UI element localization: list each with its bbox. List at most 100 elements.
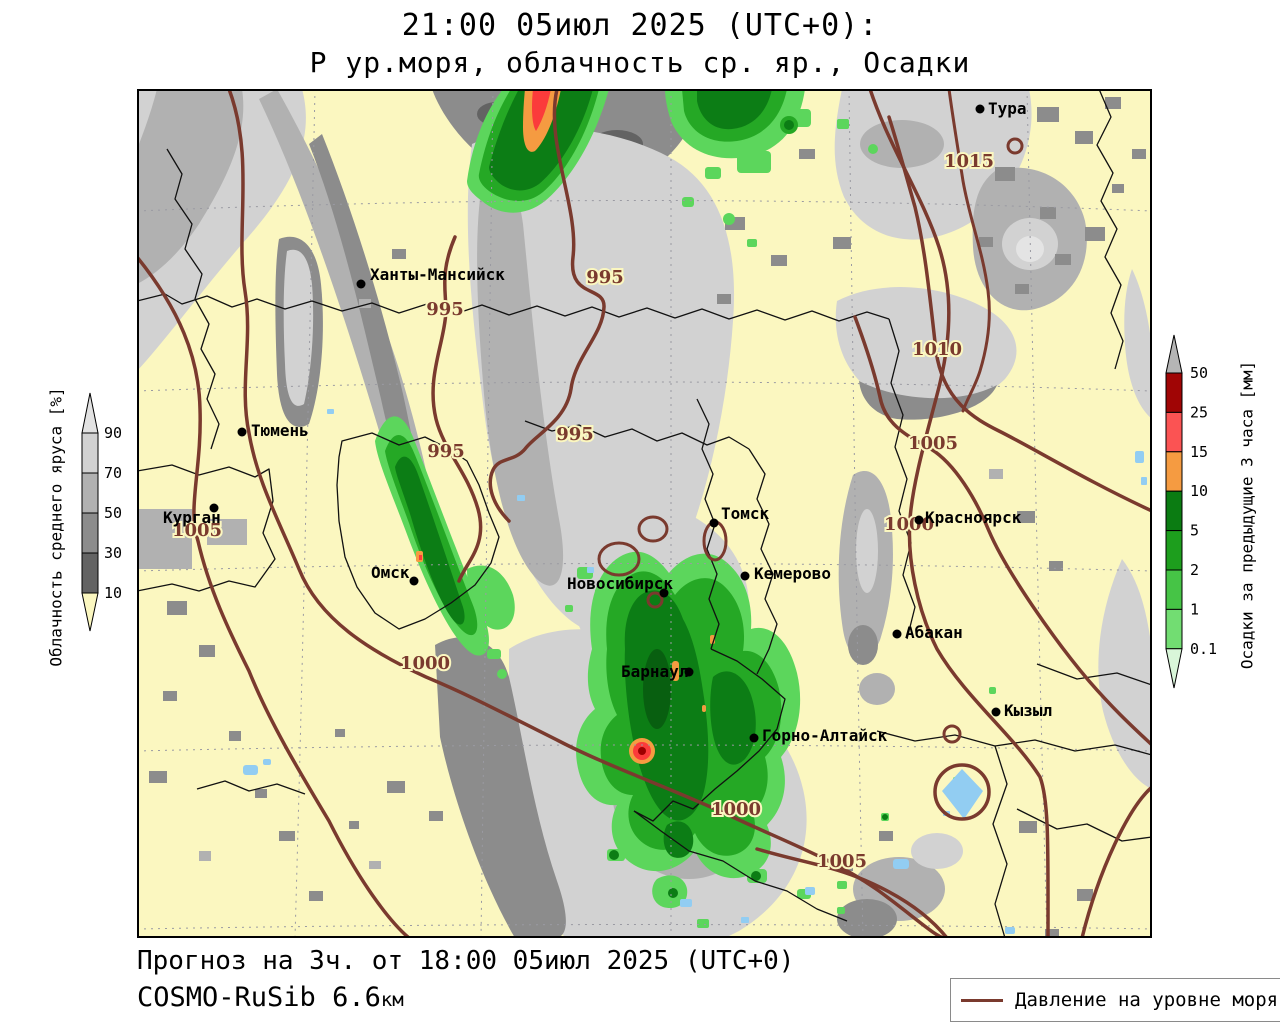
model-unit: км xyxy=(380,989,404,1011)
model-info-line: COSMO-RuSib 6.6км xyxy=(137,982,404,1013)
pressure-value-label: 995 xyxy=(586,267,624,288)
pressure-value-label: 1000 xyxy=(711,799,761,820)
colorbar-tick: 10 xyxy=(1190,482,1208,500)
city-dot xyxy=(659,588,669,598)
pressure-value-label: 1010 xyxy=(912,339,962,360)
colorbar-tick: 25 xyxy=(1190,403,1208,421)
city-dot xyxy=(991,707,1001,717)
forecast-map: 995 995 995 995 1005 1000 1000 1005 1000 1005 1010… xyxy=(137,89,1152,938)
map-title-datetime: 21:00 05июл 2025 (UTC+0): xyxy=(401,8,879,43)
city-label: Кызыл xyxy=(1004,701,1052,720)
city-label: Курган xyxy=(163,508,221,527)
colorbar-tick: 0.1 xyxy=(1190,640,1217,658)
city-label: Новосибирск xyxy=(567,574,673,593)
city-label: Ханты-Мансийск xyxy=(370,265,505,284)
pressure-value-label: 1005 xyxy=(172,520,222,541)
cloudiness-colorbar-label: Облачность среднего яруса [%] xyxy=(46,387,66,667)
city-dot xyxy=(409,576,419,586)
colorbar-segment xyxy=(1165,490,1183,532)
city-marker: Омск xyxy=(371,563,419,586)
precip-colorbar-label: Осадки за предыдущие 3 часа [мм] xyxy=(1237,360,1257,670)
colorbar-segment xyxy=(1165,530,1183,571)
colorbar-tick: 15 xyxy=(1190,443,1208,461)
colorbar-segment xyxy=(81,432,99,474)
city-dot xyxy=(356,279,366,289)
pressure-value-label: 995 xyxy=(556,424,594,445)
map-title-variables: Р ур.моря, облачность ср. яр., Осадки xyxy=(309,46,971,79)
pressure-value-label: 995 xyxy=(427,441,465,462)
colorbar-tick: 90 xyxy=(104,424,122,442)
pressure-contour-layer xyxy=(137,89,1152,938)
model-name: COSMO-RuSib 6.6 xyxy=(137,982,381,1013)
city-label: Барнаул xyxy=(621,662,688,681)
city-marker: Томск xyxy=(709,504,770,528)
precip-layer xyxy=(375,89,996,928)
city-label: Горно-Алтайск xyxy=(762,726,888,745)
city-label: Абакан xyxy=(905,623,963,642)
colorbar-tick: 2 xyxy=(1190,561,1199,579)
city-marker: Барнаул xyxy=(621,662,694,681)
pressure-line-label: Давление на уровне моря xyxy=(1015,989,1279,1011)
pressure-line-sample xyxy=(961,998,1003,1002)
city-dot xyxy=(209,503,219,513)
cloudiness-colorbar: 90 70 50 30 10 xyxy=(78,388,140,638)
colorbar-segment xyxy=(81,552,99,594)
city-marker: Кызыл xyxy=(991,701,1052,720)
city-dot xyxy=(237,427,247,437)
colorbar-tick: 50 xyxy=(1190,364,1208,382)
city-dot xyxy=(709,518,719,528)
city-label: Томск xyxy=(721,504,770,523)
colorbar-tick: 5 xyxy=(1190,522,1199,540)
city-layer: Тура Ханты-Мансийск Тюмень Курган Омск Новоси… xyxy=(163,99,1052,745)
legend-box: Давление на уровне моря xyxy=(950,978,1280,1022)
city-dot xyxy=(740,571,750,581)
colorbar-segment xyxy=(81,472,99,514)
city-marker: Ханты-Мансийск xyxy=(356,265,505,289)
city-label: Омск xyxy=(371,563,410,582)
pressure-value-label: 1000 xyxy=(884,514,934,535)
city-marker: Тюмень xyxy=(237,421,309,440)
colorbar-segment xyxy=(81,512,99,554)
map-frame xyxy=(137,89,1152,938)
colorbar-arrow-bottom xyxy=(81,592,99,632)
city-marker: Красноярск xyxy=(914,508,1022,527)
pressure-value-label: 1005 xyxy=(817,851,867,872)
precip-colorbar: 50 25 15 10 5 2 1 0.1 xyxy=(1160,330,1230,694)
city-label: Тура xyxy=(988,99,1027,118)
colorbar-segment xyxy=(1165,569,1183,610)
city-marker: Тура xyxy=(975,99,1027,118)
city-marker: Кемерово xyxy=(740,564,831,583)
colorbar-arrow-top xyxy=(1165,334,1183,374)
city-marker: Курган xyxy=(163,503,221,527)
colorbar-segment xyxy=(1165,451,1183,492)
pressure-value-label: 1005 xyxy=(908,433,958,454)
city-dot xyxy=(749,733,759,743)
city-label: Тюмень xyxy=(251,421,309,440)
city-label: Красноярск xyxy=(925,508,1022,527)
colorbar-arrow-top xyxy=(81,392,99,434)
colorbar-segment xyxy=(1165,372,1183,413)
colorbar-segment xyxy=(1165,608,1183,650)
forecast-info-line: Прогноз на 3ч. от 18:00 05июл 2025 (UTC+… xyxy=(137,946,795,976)
city-label: Кемерово xyxy=(754,564,831,583)
city-dot xyxy=(892,629,902,639)
colorbar-tick: 50 xyxy=(104,504,122,522)
colorbar-tick: 70 xyxy=(104,464,122,482)
city-dot xyxy=(684,667,694,677)
colorbar-tick: 10 xyxy=(104,584,122,602)
city-dot xyxy=(914,515,924,525)
colorbar-tick: 1 xyxy=(1190,600,1199,618)
colorbar-segment xyxy=(1165,411,1183,453)
city-marker: Новосибирск xyxy=(567,574,673,598)
city-marker: Горно-Алтайск xyxy=(749,726,888,745)
city-marker: Абакан xyxy=(892,623,963,642)
pressure-value-label: 1000 xyxy=(400,653,450,674)
lake-layer xyxy=(243,409,1147,934)
colorbar-arrow-bottom xyxy=(1165,648,1183,689)
pressure-value-label: 995 xyxy=(426,299,464,320)
colorbar-tick: 30 xyxy=(104,544,122,562)
pressure-label-layer: 995 995 995 995 1005 1000 1000 1005 1000 1005 1010… xyxy=(170,149,996,874)
pressure-value-label: 1015 xyxy=(944,151,994,172)
city-dot xyxy=(975,104,985,114)
